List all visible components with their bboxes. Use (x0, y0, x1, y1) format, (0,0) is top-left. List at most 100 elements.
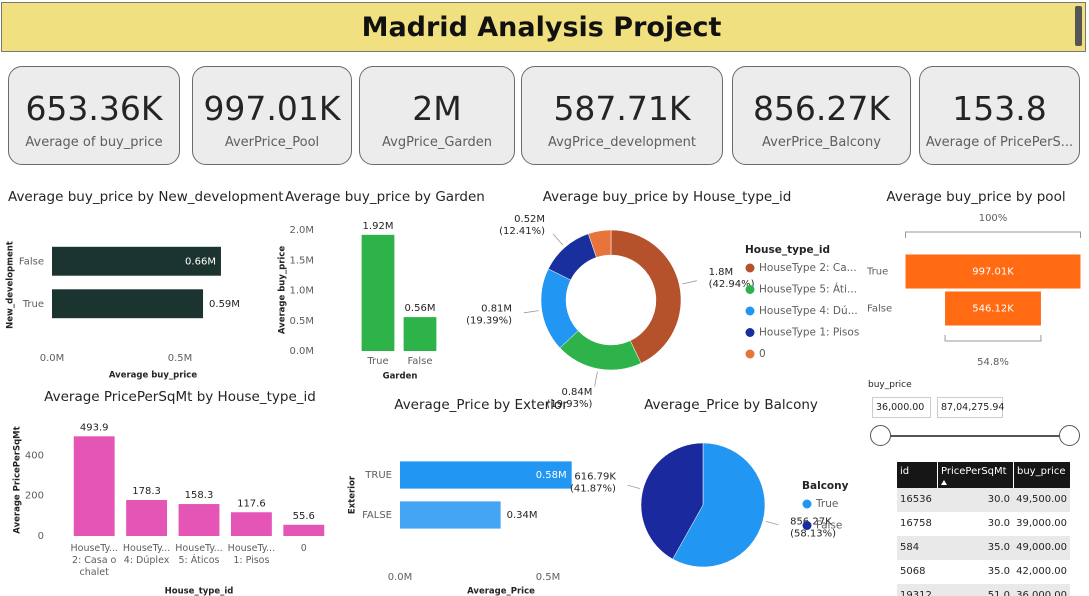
percent-label: (42.94%) (709, 279, 755, 290)
y-tick-label: 1.5M (289, 255, 314, 266)
slicer-title: buy_price (868, 380, 912, 390)
data-label: 0.52M (514, 214, 545, 225)
scrollbar (1075, 6, 1082, 46)
slider-handle[interactable] (1059, 425, 1080, 446)
category-label: True (866, 267, 888, 278)
table-cell: 51.0 (937, 584, 1013, 596)
y-tick-label: TRUE (364, 470, 392, 481)
x-tick-label: 0.0M (388, 572, 413, 583)
data-label: 55.6 (293, 511, 315, 522)
legend-title: Balcony (802, 480, 849, 492)
header-bar (1, 2, 1086, 52)
y-tick-label: 2.0M (289, 225, 314, 236)
table-cell: 30.0 (937, 488, 1013, 512)
bar (126, 500, 168, 536)
table-cell: 49,500.00 (1013, 488, 1070, 512)
slicer-min[interactable]: 36,000.00 (872, 397, 931, 418)
table-cell: 39,000.00 (1013, 512, 1070, 536)
data-label: 616.79K (574, 471, 616, 482)
data-label: 0.81M (481, 304, 512, 315)
slice (640, 442, 704, 560)
percent-label: (12.41%) (499, 226, 545, 237)
kpi-card: 856.27K AverPrice_Balcony (732, 66, 911, 165)
dashboard-title: Madrid Analysis Project (361, 12, 722, 43)
chart-title: Average_Price by Balcony (644, 397, 818, 413)
y-tick-label: 400 (25, 450, 44, 461)
legend-label: True (815, 498, 838, 510)
bar (400, 461, 572, 489)
table-header-cell: buy_price (1013, 462, 1070, 488)
chart-title: Average PricePerSqMt by House_type_id (44, 389, 316, 405)
bar (403, 317, 437, 351)
chart-title: Average_Price by Exterior (394, 397, 568, 413)
x-tick-label: HouseTy... 4: Dúplex (122, 543, 171, 566)
funnel-bar (945, 291, 1041, 326)
kpi-card: 153.8 Average of PricePerS... (919, 66, 1080, 165)
x-tick-label: 0.5M (536, 572, 561, 583)
table-cell: 42,000.00 (1013, 560, 1070, 584)
x-tick-label: 0.0M (40, 353, 65, 364)
slice (540, 268, 579, 349)
x-axis-label: Average buy_price (109, 371, 197, 381)
legend-label: 0 (759, 348, 766, 360)
sort-indicator (941, 480, 947, 485)
table-cell: 584 (897, 536, 937, 560)
kpi-label: AverPrice_Pool (224, 135, 320, 150)
kpi-card: 653.36K Average of buy_price (8, 66, 180, 165)
kpi-value: 153.8 (952, 89, 1047, 128)
kpi-label: Average of buy_price (25, 135, 163, 150)
x-axis-label: House_type_id (165, 587, 234, 596)
slicer-max[interactable]: 87,04,275.94 (937, 397, 1004, 418)
chart-title: Average buy_price by pool (886, 189, 1065, 205)
legend-swatch (802, 521, 812, 530)
legend-label: False (816, 520, 842, 532)
kpi-value: 997.01K (203, 89, 341, 128)
slider-handle[interactable] (870, 425, 891, 446)
table-cell: 16758 (897, 512, 937, 536)
leader-line (552, 233, 564, 246)
table-cell: 36,000.00 (1013, 584, 1070, 596)
chart-title: Average buy_price by House_type_id (543, 189, 792, 205)
leader-line (627, 484, 641, 489)
bar (52, 246, 221, 276)
y-tick-label: FALSE (362, 510, 392, 521)
kpi-card: 587.71K AvgPrice_development (521, 66, 723, 165)
x-tick-label: 0 (300, 543, 307, 554)
table-cell: 49,000.00 (1013, 536, 1070, 560)
x-tick-label: HouseTy... 5: Áticos (175, 543, 223, 566)
bar (283, 524, 325, 536)
data-label: 1.92M (363, 221, 394, 232)
y-tick-label: True (22, 299, 44, 310)
chart-title: Average buy_price by Garden (285, 189, 485, 205)
x-tick-label: HouseTy... 1: Pisos (227, 543, 276, 566)
leader-line (523, 310, 539, 314)
data-label: 0.58M (536, 470, 567, 481)
y-axis-label: Average buy_price (278, 246, 288, 334)
data-label: 0.56M (405, 303, 436, 314)
leader-line (765, 521, 779, 526)
leader-line (594, 371, 598, 387)
y-tick-label: 0 (38, 531, 44, 542)
kpi-card: 997.01K AverPrice_Pool (192, 66, 352, 165)
data-label: 1.8M (709, 267, 734, 278)
y-axis-label: Exterior (348, 475, 358, 514)
bar (361, 234, 395, 351)
data-label: 158.3 (185, 490, 214, 501)
bar (52, 289, 204, 319)
chart-title: Average buy_price by New_development (8, 189, 284, 205)
table-header-cell: PricePerSqMt (937, 462, 1013, 488)
kpi-label: AvgPrice_Garden (382, 135, 492, 150)
legend-label: HouseType 4: Dú... (759, 305, 858, 317)
slice (610, 229, 682, 364)
legend-label: HouseType 2: Ca... (759, 262, 857, 274)
table-header-cell: id (897, 462, 937, 488)
legend-label: HouseType 1: Pisos (759, 327, 859, 339)
x-tick-label: HouseTy... 2: Casa o chalet (70, 543, 118, 578)
data-label: 997.01K (972, 267, 1014, 278)
category-label: False (867, 304, 892, 315)
kpi-value: 856.27K (752, 89, 891, 128)
slider-track (880, 435, 1070, 437)
bracket (905, 231, 1081, 238)
